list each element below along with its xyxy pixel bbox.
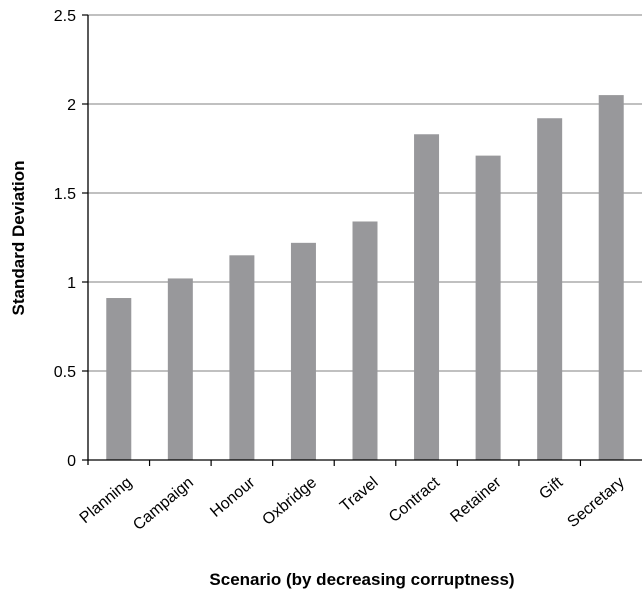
y-tick-label: 1 [67, 275, 76, 292]
y-tick-label: 2 [67, 97, 76, 114]
bar-planning [106, 298, 132, 460]
bars [106, 95, 624, 461]
x-tick-label: Gift [536, 474, 566, 503]
x-tick-label: Travel [337, 474, 382, 515]
y-tick-label: 0 [67, 453, 76, 470]
x-tick-label: Campaign [130, 474, 197, 534]
y-axis-ticks: 0 0.5 1 1.5 2 2.5 [54, 8, 88, 470]
bar-gift [537, 118, 563, 461]
bar-contract [414, 134, 440, 460]
bar-retainer [475, 155, 501, 460]
x-tick-label: Planning [77, 474, 136, 527]
y-tick-label: 0.5 [54, 364, 76, 381]
x-tick-label: Honour [207, 474, 259, 521]
x-tick-label: Oxbridge [259, 474, 320, 529]
bar-oxbridge [290, 242, 316, 460]
y-tick-label: 1.5 [54, 186, 76, 203]
y-tick-label: 2.5 [54, 8, 76, 25]
x-tick-label: Secretary [564, 474, 627, 531]
y-axis-title: Standard Deviation [9, 161, 28, 316]
bar-honour [229, 255, 255, 460]
x-axis-title: Scenario (by decreasing corruptness) [209, 570, 514, 589]
x-tick-label: Contract [386, 474, 444, 526]
bar-campaign [167, 278, 193, 460]
x-tick-label: Retainer [447, 474, 505, 526]
bar-secretary [598, 95, 624, 460]
bar-travel [352, 221, 378, 460]
